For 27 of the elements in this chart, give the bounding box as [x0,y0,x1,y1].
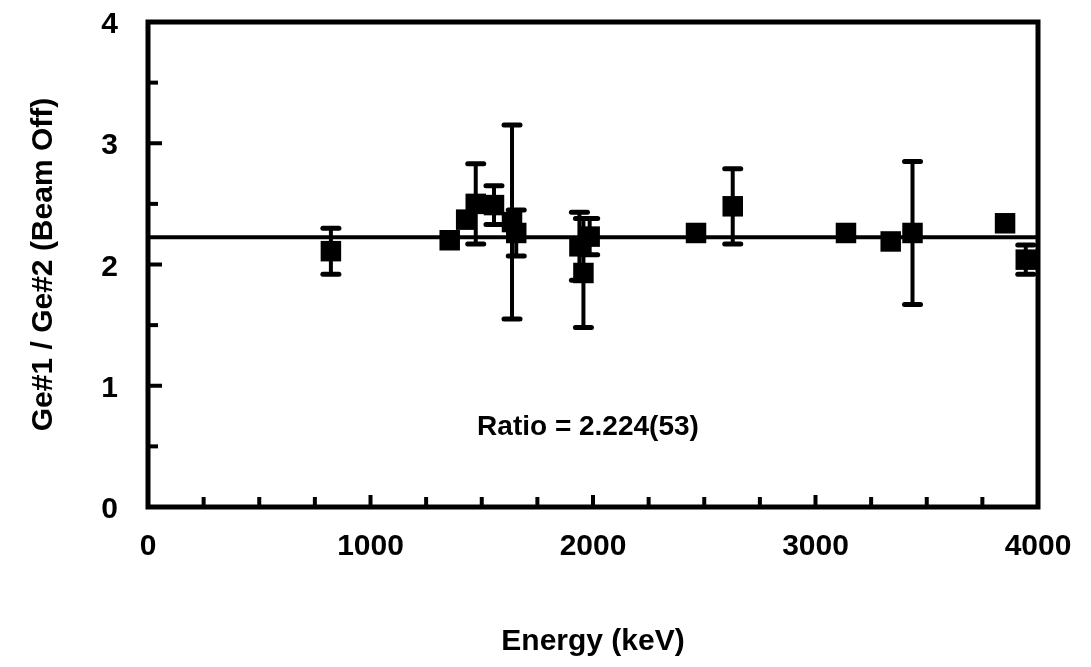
x-tick-label: 2000 [559,528,627,561]
point [835,222,857,244]
y-axis-title: Ge#1 / Ge#2 (Beam Off) [25,97,58,432]
point [902,222,923,244]
y-tick-label: 2 [101,248,118,282]
x-axis-title: Energy (keV) [501,623,685,656]
y-tick-label: 1 [101,369,118,403]
point [880,231,901,252]
x-tick-label: 1000 [337,528,404,561]
annotation: Ratio = 2.224(53) [477,410,699,441]
y-tick-label: 3 [101,127,118,161]
x-tick-label: 4000 [1004,528,1072,561]
x-tick-label: 0 [139,528,157,561]
y-tick-label: 0 [101,491,118,524]
point [439,230,460,251]
point [1015,249,1037,270]
x-tick-label: 3000 [782,528,849,561]
point [573,262,594,284]
point [994,213,1016,234]
point [320,240,342,262]
point [465,193,486,215]
point [483,194,505,216]
y-tick-label: 4 [101,6,119,39]
point [685,222,707,244]
point [505,222,527,244]
point [579,226,600,247]
point [722,196,743,217]
